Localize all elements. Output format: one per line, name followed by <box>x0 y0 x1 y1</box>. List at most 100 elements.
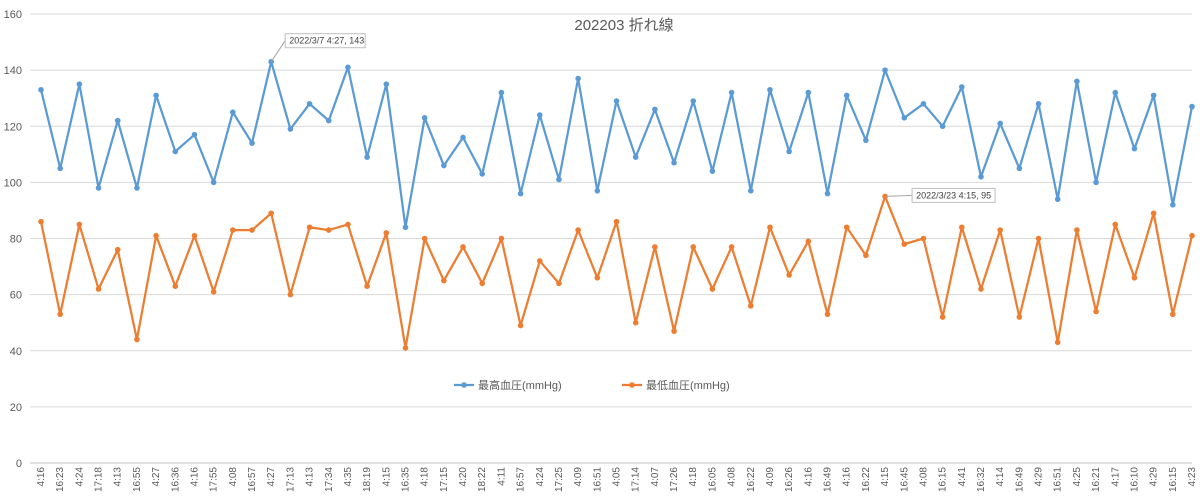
data-point <box>747 303 754 309</box>
x-tick-label: 4:13 <box>113 467 124 487</box>
data-point <box>536 112 543 118</box>
x-tick-label: 16:49 <box>1014 467 1025 492</box>
x-tick-label: 18:19 <box>362 467 373 492</box>
data-point <box>479 171 486 177</box>
data-point <box>613 98 620 104</box>
data-point <box>402 224 409 231</box>
x-tick-label: 4:17 <box>1110 467 1121 487</box>
callout-leader <box>270 40 286 62</box>
data-point <box>652 244 658 250</box>
data-point <box>920 235 927 242</box>
y-tick-label: 160 <box>4 9 22 21</box>
data-point <box>306 101 313 107</box>
data-point <box>498 235 505 242</box>
data-point <box>325 117 332 124</box>
data-point <box>325 227 332 233</box>
x-tick-label: 16:22 <box>746 467 757 492</box>
x-tick-label: 16:57 <box>516 467 527 492</box>
data-point <box>843 92 850 99</box>
series-layer <box>38 58 1195 351</box>
x-tick-label: 4:15 <box>381 467 392 487</box>
series-1 <box>38 58 1195 231</box>
data-point <box>95 286 102 292</box>
data-point <box>38 218 44 225</box>
data-point <box>95 185 102 191</box>
data-point <box>172 283 179 290</box>
data-point <box>441 277 447 284</box>
legend-item: 最低血圧(mmHg) <box>622 378 730 392</box>
data-point <box>1093 308 1099 315</box>
data-point <box>498 89 505 96</box>
data-point <box>38 86 44 93</box>
data-point <box>939 314 946 320</box>
x-tick-label: 16:35 <box>400 467 411 492</box>
x-tick-label: 4:25 <box>1072 467 1083 487</box>
legend-label: 最高血圧(mmHg) <box>478 378 562 392</box>
x-tick-label: 16:32 <box>976 467 987 492</box>
data-point <box>153 232 159 239</box>
x-tick-label: 16:45 <box>899 467 910 492</box>
data-point <box>210 289 217 295</box>
data-point <box>690 98 697 104</box>
data-point <box>210 179 217 186</box>
x-tick-label: 16:10 <box>1129 467 1140 492</box>
chart-title: 202203 折れ線 <box>574 17 673 34</box>
data-point <box>364 283 370 290</box>
data-point <box>843 224 850 231</box>
data-point <box>1074 78 1080 85</box>
data-point <box>153 92 159 99</box>
data-point <box>57 311 63 318</box>
data-point <box>383 81 390 87</box>
x-tick-label: 4:08 <box>727 467 738 487</box>
data-point <box>767 86 773 93</box>
x-tick-label: 16:51 <box>592 467 603 492</box>
callout-label: 2022/3/23 4:15, 95 <box>916 190 991 200</box>
legend-swatch-marker <box>461 382 467 388</box>
data-point <box>1016 165 1023 172</box>
data-point <box>901 241 908 247</box>
data-point <box>460 244 466 250</box>
x-axis-ticks: 4:16 16:23 4:24 17:18 4:13 16:55 4:27 16:36 4:16… <box>36 467 1198 492</box>
x-tick-label: 4:11 <box>496 467 507 486</box>
data-point <box>1054 196 1061 203</box>
data-point <box>594 187 601 194</box>
x-tick-label: 17:34 <box>324 467 335 492</box>
data-point <box>287 126 294 132</box>
x-tick-label: 17:13 <box>285 467 296 492</box>
data-point <box>575 227 581 233</box>
data-point <box>671 328 677 334</box>
data-point <box>671 159 677 166</box>
data-point <box>863 137 869 144</box>
data-point <box>767 224 773 231</box>
x-tick-label: 4:35 <box>343 467 354 487</box>
data-point <box>690 244 697 250</box>
x-tick-label: 16:22 <box>861 467 872 492</box>
x-tick-label: 4:27 <box>151 467 162 487</box>
data-point <box>76 81 83 87</box>
data-point <box>230 227 236 233</box>
data-point <box>230 109 236 116</box>
x-tick-label: 17:26 <box>669 467 680 492</box>
data-point <box>76 221 83 228</box>
x-tick-label: 17:18 <box>94 467 105 492</box>
x-tick-label: 4:29 <box>1034 467 1045 487</box>
x-tick-label: 4:14 <box>995 467 1006 487</box>
x-tick-label: 17:25 <box>554 467 565 492</box>
x-tick-label: 16:36 <box>170 467 181 492</box>
data-point <box>786 148 792 155</box>
callout-leader <box>885 194 913 197</box>
data-point <box>421 115 428 121</box>
data-point <box>1112 89 1119 96</box>
x-tick-label: 4:07 <box>650 467 661 487</box>
x-tick-label: 16:05 <box>707 467 718 492</box>
data-point <box>1170 202 1176 208</box>
data-point <box>556 176 562 183</box>
x-tick-label: 4:23 <box>1187 467 1198 487</box>
data-point <box>632 319 639 326</box>
data-point <box>1170 311 1176 318</box>
y-tick-label: 0 <box>16 458 22 470</box>
data-point <box>1112 221 1119 228</box>
y-tick-label: 40 <box>10 346 22 358</box>
data-point <box>114 246 121 253</box>
data-point <box>383 230 390 236</box>
